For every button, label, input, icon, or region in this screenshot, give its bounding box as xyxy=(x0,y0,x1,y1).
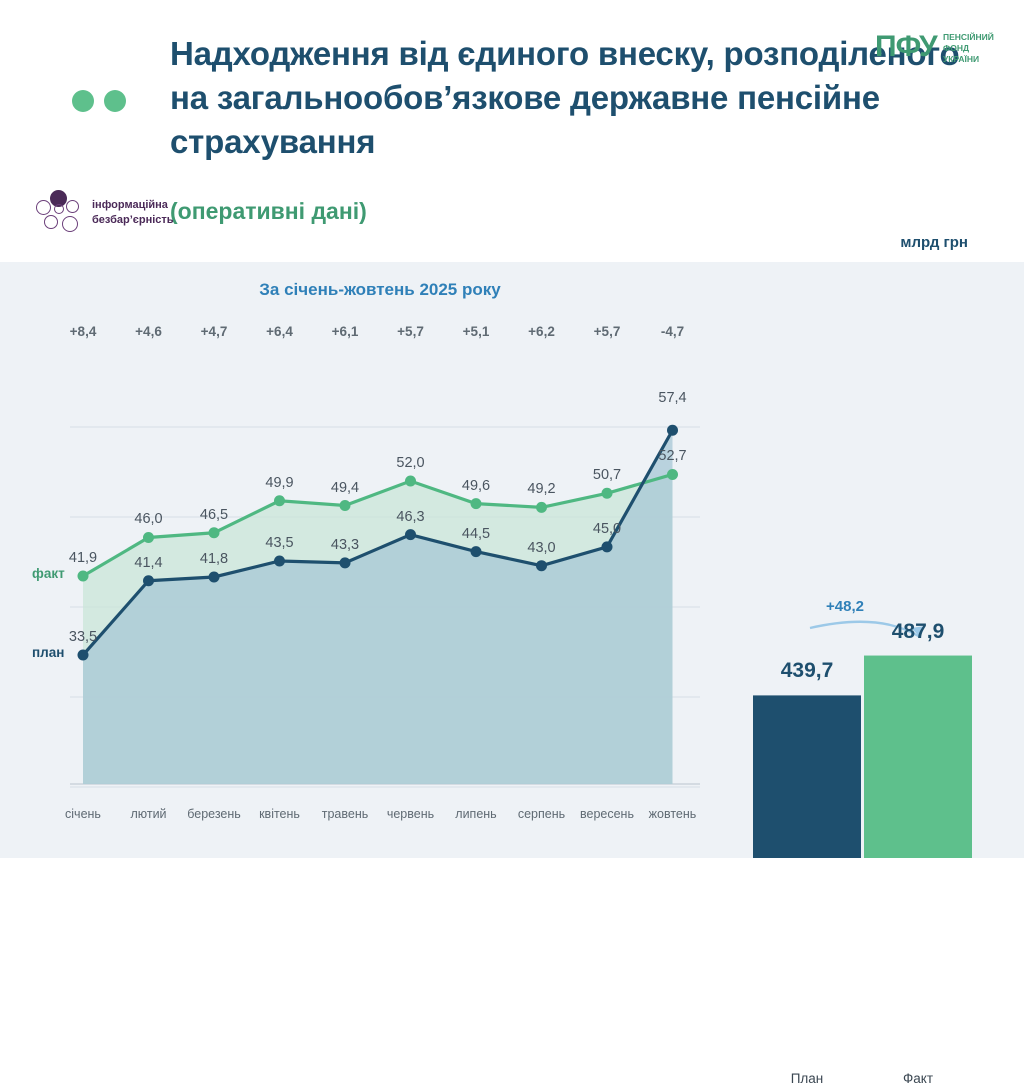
chart-panel: За січень-жовтень 2025 року +8,4 +4,6 +4,7… xyxy=(0,262,1024,1086)
series-tag-fact: факт xyxy=(32,566,65,582)
page-subtitle: (оперативні дані) xyxy=(170,198,367,224)
dot-1 xyxy=(72,90,94,112)
plan-value-label: 41,8 xyxy=(199,550,229,567)
growth-value: +6,1 xyxy=(331,324,359,339)
growth-value: +4,6 xyxy=(135,324,162,339)
data-point xyxy=(143,575,154,587)
summary-bar-value: 487,9 xyxy=(891,619,945,643)
dot-2 xyxy=(104,90,126,112)
page-title: Надходження від єдиного внеску, розподіл… xyxy=(170,35,960,160)
plan-value-label: 43,5 xyxy=(265,534,294,551)
growth-value: +4,7 xyxy=(200,324,228,339)
accessibility-circles-icon xyxy=(36,188,88,240)
summary-bar-fact xyxy=(864,655,972,858)
data-point xyxy=(77,649,89,661)
plan-area xyxy=(83,430,673,784)
pfu-logo-mark: ПФУ xyxy=(875,30,938,63)
data-point xyxy=(274,495,285,507)
fact-value-label: 41,9 xyxy=(68,550,98,567)
fact-value-label: 49,6 xyxy=(461,477,491,494)
month-label: серпень xyxy=(517,807,566,821)
data-point xyxy=(208,527,220,539)
fact-value-label: 49,4 xyxy=(330,479,360,496)
fact-value-label: 52,0 xyxy=(396,455,425,472)
data-point xyxy=(470,546,482,558)
growth-value: +6,2 xyxy=(528,324,555,339)
plan-value-label: 43,3 xyxy=(330,536,360,553)
plan-value-label: 45,0 xyxy=(592,520,622,537)
line-chart-svg xyxy=(70,424,972,858)
fact-value-label: 49,2 xyxy=(527,481,556,498)
growth-value: +5,7 xyxy=(397,324,424,339)
summary-bar-value: 439,7 xyxy=(780,659,834,683)
month-label: березень xyxy=(187,807,241,821)
data-point xyxy=(470,498,482,510)
fact-value-label: 52,7 xyxy=(658,448,687,465)
growth-value: +6,4 xyxy=(266,324,293,339)
pfu-logo: ПФУ Пенсійний фонд України xyxy=(875,30,995,76)
data-point xyxy=(405,475,416,487)
plan-points xyxy=(77,424,678,661)
month-label: лютий xyxy=(130,807,167,821)
plan-line xyxy=(81,429,674,657)
fact-line xyxy=(82,472,673,578)
accessibility-line-2: безбар’єрність xyxy=(92,214,174,226)
data-point xyxy=(536,560,547,572)
pfu-logo-subtitle: Пенсійний фонд України xyxy=(943,32,994,64)
month-label: травень xyxy=(321,807,369,821)
data-point xyxy=(667,468,678,480)
series-tag-plan: план xyxy=(32,645,65,661)
month-label: квітень xyxy=(259,807,300,821)
month-label: жовтень xyxy=(648,807,697,821)
data-point xyxy=(339,557,351,569)
units-label: млрд грн xyxy=(900,234,968,251)
fact-value-label: 50,7 xyxy=(592,467,622,484)
summary-bar-plan xyxy=(753,695,861,858)
accessibility-logo-text: інформаційна безбар’єрність xyxy=(92,198,174,228)
growth-value: +5,7 xyxy=(593,324,621,339)
summary-bar-category: Факт xyxy=(902,1071,933,1086)
plan-value-label: 46,3 xyxy=(396,508,425,525)
month-label: червень xyxy=(386,807,435,821)
plan-value-label: 57,4 xyxy=(658,390,687,407)
chart-title: За січень-жовтень 2025 року xyxy=(259,280,501,299)
data-point xyxy=(667,424,678,436)
growth-value: +8,4 xyxy=(69,324,97,339)
growth-value: -4,7 xyxy=(660,324,685,339)
plan-value-label: 43,0 xyxy=(527,539,556,556)
delta-arrow-head-icon xyxy=(911,626,925,637)
month-label: липень xyxy=(455,807,497,821)
month-label: січень xyxy=(65,807,101,821)
month-label: вересень xyxy=(580,807,634,821)
data-point xyxy=(77,570,89,582)
accessibility-logo: інформаційна безбар’єрність xyxy=(36,188,186,240)
data-point xyxy=(601,487,613,499)
data-point xyxy=(339,500,351,511)
fact-value-label: 46,0 xyxy=(134,511,163,528)
data-point xyxy=(601,541,613,553)
fact-value-label: 46,5 xyxy=(199,506,229,523)
growth-value: +5,1 xyxy=(462,324,490,339)
fact-value-label: 49,9 xyxy=(265,474,294,491)
data-point xyxy=(405,529,416,541)
accessibility-line-1: інформаційна xyxy=(92,199,168,211)
plan-value-label: 41,4 xyxy=(134,554,163,571)
data-point xyxy=(143,531,154,543)
fact-points xyxy=(77,468,678,582)
plan-value-label: 44,5 xyxy=(461,525,491,542)
page-header: Надходження від єдиного внеску, розподіл… xyxy=(0,0,1024,262)
summary-delta-label: +48,2 xyxy=(826,598,864,615)
plan-value-label: 33,5 xyxy=(68,629,98,646)
delta-arrow-icon xyxy=(809,620,921,639)
data-point xyxy=(274,555,285,567)
data-point xyxy=(208,571,220,583)
data-point xyxy=(536,501,547,513)
decorative-dots xyxy=(72,90,126,112)
